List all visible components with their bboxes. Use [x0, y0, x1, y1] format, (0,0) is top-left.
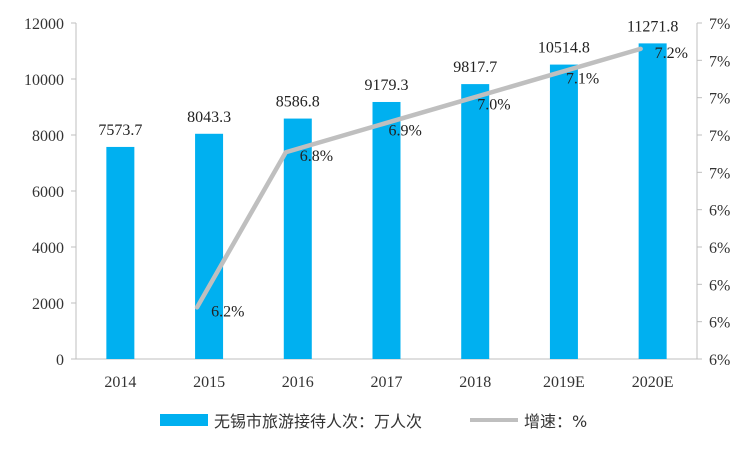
bar-series — [106, 43, 667, 360]
x-axis-tick-label: 2015 — [193, 374, 225, 391]
bar-value-label: 9179.3 — [365, 77, 409, 94]
x-axis-tick-label: 2014 — [104, 374, 136, 391]
bar-data-labels: 7573.7 8043.3 8586.8 9179.3 9817.7 10514.8 112… — [98, 18, 678, 139]
left-axis-tick-label: 10000 — [24, 72, 64, 89]
growth-value-label: 6.9% — [389, 122, 422, 139]
bar-2015 — [195, 133, 224, 359]
legend-label-growth: 增速：% — [524, 412, 588, 431]
right-axis-tick-label: 6% — [709, 277, 730, 294]
growth-value-label: 7.1% — [566, 71, 599, 88]
left-axis-tick-label: 0 — [56, 352, 64, 369]
growth-line — [194, 46, 643, 310]
bar-value-label: 11271.8 — [627, 18, 678, 35]
right-axis-tick-label: 7% — [709, 53, 730, 70]
chart-legend: 无锡市旅游接待人次：万人次 增速：% — [0, 408, 750, 432]
bar-value-label: 8043.3 — [187, 109, 231, 126]
growth-value-label: 7.2% — [655, 45, 688, 62]
left-axis-tick-label: 8000 — [32, 128, 64, 145]
chart-axes — [71, 22, 702, 360]
growth-value-label: 7.0% — [477, 97, 510, 114]
bar-2016 — [283, 118, 312, 359]
x-axis-tick-label: 2020E — [632, 374, 674, 391]
x-axis-tick-label: 2019E — [543, 374, 585, 391]
left-axis-tick-label: 6000 — [32, 184, 64, 201]
bar-value-label: 9817.7 — [453, 59, 497, 76]
left-axis-tick-label: 2000 — [32, 296, 64, 313]
right-axis-tick-label: 7% — [709, 91, 730, 108]
right-axis-tick-label: 7% — [709, 165, 730, 182]
x-axis-tick-label: 2017 — [371, 374, 403, 391]
x-axis-tick-label: 2016 — [282, 374, 314, 391]
legend-swatch-visitors — [160, 414, 208, 426]
growth-value-label: 6.2% — [211, 303, 244, 320]
bar-2020E — [638, 43, 667, 360]
left-axis-tick-label: 12000 — [24, 16, 64, 33]
bar-value-label: 8586.8 — [276, 94, 320, 111]
right-axis-tick-label: 6% — [709, 352, 730, 369]
growth-value-label: 6.8% — [300, 148, 333, 165]
x-axis-tick-label: 2018 — [459, 374, 491, 391]
bar-value-label: 10514.8 — [538, 40, 590, 57]
x-axis-ticks: 2014 2015 2016 2017 2018 2019E 2020E — [104, 374, 673, 391]
bar-value-label: 7573.7 — [98, 122, 142, 139]
line-data-labels: 6.2% 6.8% 6.9% 7.0% 7.1% 7.2% — [211, 45, 688, 320]
legend-item-growth: 增速：% — [470, 408, 587, 432]
bar-2018 — [461, 84, 490, 359]
right-axis-tick-label: 6% — [709, 240, 730, 257]
bar-2019E — [549, 64, 578, 359]
left-axis-ticks: 0 2000 4000 6000 8000 10000 12000 — [24, 16, 64, 369]
right-axis-tick-label: 7% — [709, 128, 730, 145]
legend-swatch-growth — [470, 418, 518, 422]
line-series — [194, 46, 643, 310]
bar-2017 — [372, 101, 401, 359]
right-axis-tick-label: 6% — [709, 203, 730, 220]
legend-item-visitors: 无锡市旅游接待人次：万人次 — [160, 408, 422, 432]
bar-2014 — [106, 146, 135, 359]
right-axis-tick-label: 6% — [709, 315, 730, 332]
left-axis-tick-label: 4000 — [32, 240, 64, 257]
right-axis-tick-label: 7% — [709, 16, 730, 33]
legend-label-visitors: 无锡市旅游接待人次：万人次 — [214, 412, 423, 431]
right-axis-ticks: 6% 6% 6% 6% 6% 7% 7% 7% 7% 7% — [709, 16, 730, 369]
